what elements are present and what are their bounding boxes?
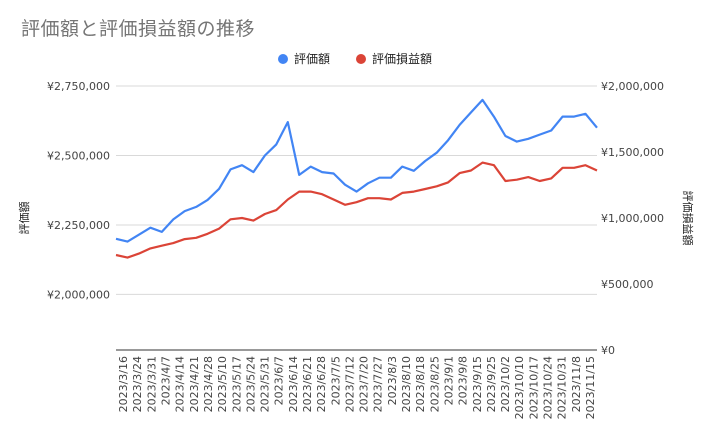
y-right-tick-label: ¥2,000,000 (601, 80, 664, 93)
x-tick-label: 2023/6/21 (301, 356, 314, 412)
legend-label-valuation: 評価額 (293, 52, 330, 66)
y-right-tick-label: ¥1,500,000 (601, 146, 664, 159)
x-tick-label: 2023/4/7 (160, 356, 173, 405)
x-tick-label: 2023/8/10 (400, 356, 413, 412)
y-right-tick-label: ¥0 (601, 344, 615, 357)
legend-swatch-valuation (277, 53, 288, 64)
x-tick-label: 2023/10/31 (556, 356, 569, 419)
x-tick-label: 2023/8/18 (414, 356, 427, 412)
x-tick-label: 2023/8/3 (386, 356, 399, 405)
x-tick-label: 2023/6/14 (287, 356, 300, 412)
x-tick-label: 2023/10/10 (513, 356, 526, 419)
y-right-axis-title: 評価損益額 (681, 191, 695, 246)
x-tick-label: 2023/7/5 (329, 356, 342, 405)
x-tick-label: 2023/3/31 (145, 356, 158, 412)
legend: 評価額 評価損益額 (0, 50, 710, 67)
x-tick-label: 2023/4/14 (174, 356, 187, 412)
y-left-tick-label: ¥2,250,000 (47, 219, 110, 232)
x-tick-label: 2023/10/17 (527, 356, 540, 419)
x-tick-label: 2023/5/17 (230, 356, 243, 412)
x-tick-label: 2023/3/24 (131, 356, 144, 412)
y-right-tick-label: ¥500,000 (601, 278, 654, 291)
y-left-tick-label: ¥2,000,000 (47, 288, 110, 301)
y-left-axis-title: 評価額 (17, 202, 31, 235)
x-tick-label: 2023/8/25 (428, 356, 441, 412)
x-tick-label: 2023/9/15 (471, 356, 484, 412)
y-right-tick-label: ¥1,000,000 (601, 212, 664, 225)
x-tick-label: 2023/4/28 (202, 356, 215, 412)
x-tick-label: 2023/11/8 (570, 356, 583, 412)
x-tick-label: 2023/5/31 (259, 356, 272, 412)
x-tick-label: 2023/10/2 (499, 356, 512, 412)
x-tick-label: 2023/9/25 (485, 356, 498, 412)
x-tick-label: 2023/5/10 (216, 356, 229, 412)
series-line-1 (115, 161, 598, 259)
y-left-tick-label: ¥2,750,000 (47, 80, 110, 93)
y-left-tick-label: ¥2,500,000 (47, 149, 110, 162)
x-tick-label: 2023/9/8 (457, 356, 470, 405)
legend-label-gain: 評価損益額 (372, 52, 433, 66)
x-tick-label: 2023/4/21 (188, 356, 201, 412)
x-tick-label: 2023/9/1 (442, 356, 455, 405)
legend-item-valuation[interactable]: 評価額 (277, 50, 330, 67)
x-tick-label: 2023/7/12 (343, 356, 356, 412)
series-line-0 (115, 98, 598, 243)
x-tick-label: 2023/11/15 (584, 356, 597, 419)
x-tick-label: 2023/5/24 (244, 356, 257, 412)
x-tick-label: 2023/6/7 (273, 356, 286, 405)
legend-swatch-gain (356, 53, 366, 64)
x-tick-label: 2023/7/20 (358, 356, 371, 412)
legend-item-gain[interactable]: 評価損益額 (356, 50, 432, 67)
x-tick-label: 2023/10/24 (541, 356, 554, 419)
chart-title: 評価額と評価損益額の推移 (21, 18, 256, 40)
x-tick-label: 2023/3/16 (117, 356, 130, 412)
x-tick-label: 2023/7/27 (372, 356, 385, 412)
x-tick-label: 2023/6/28 (315, 356, 328, 412)
